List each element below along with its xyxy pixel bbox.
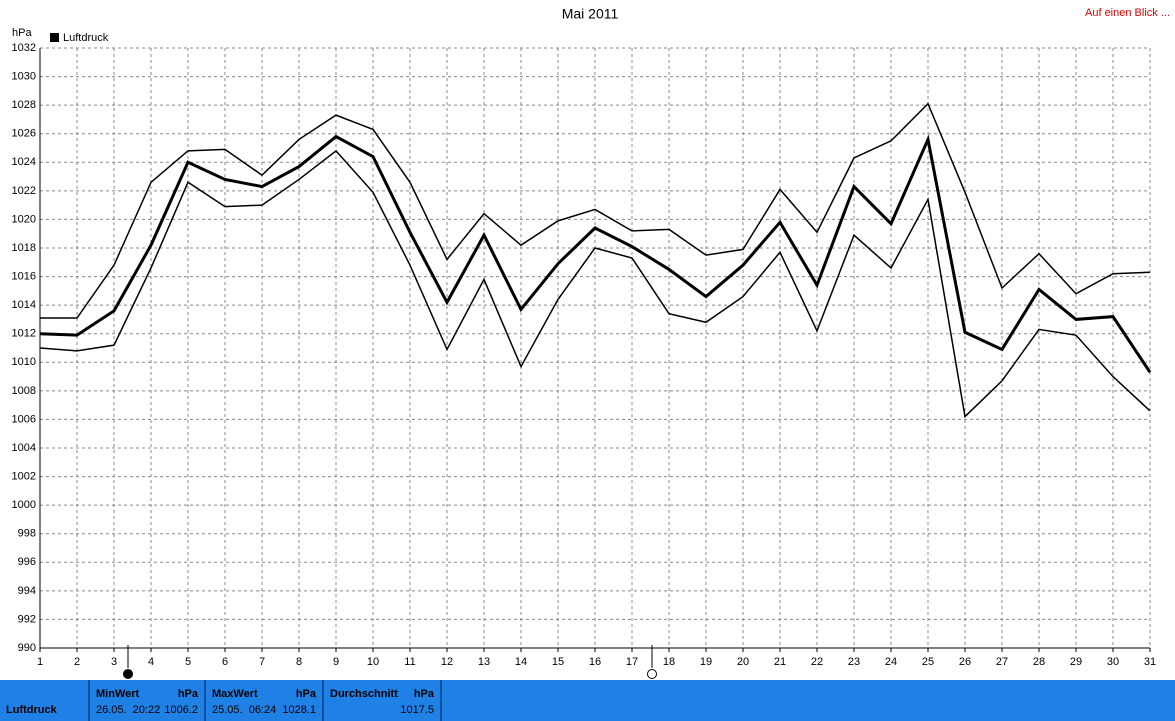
y-tick-label: 998 — [18, 528, 36, 540]
x-tick-label: 23 — [848, 656, 860, 668]
full-moon-marker — [647, 669, 657, 679]
cell-time: 25.05. 06:24 — [212, 704, 277, 716]
y-tick-label: 996 — [18, 556, 36, 568]
cell-row: 26.05. 20:22 1006.2 — [96, 704, 198, 716]
x-tick-label: 16 — [589, 656, 601, 668]
chart: Mai 2011 Auf einen Blick ... hPa Luftdru… — [12, 6, 1170, 679]
footer-cell: Luftdruck — [0, 680, 90, 721]
x-tick-label: 5 — [185, 656, 191, 668]
x-tick-label: 31 — [1144, 656, 1156, 668]
x-tick-label: 27 — [996, 656, 1008, 668]
x-tick-label: 4 — [148, 656, 154, 668]
y-tick-label: 992 — [18, 613, 36, 625]
footer-cell: MinWert hPa 26.05. 20:22 1006.2 — [90, 680, 206, 721]
series-line — [40, 102, 1151, 319]
footer-cell: Durchschnitt hPa 1017.5 — [324, 680, 442, 721]
y-tick-label: 1000 — [12, 499, 36, 511]
footer: Luftdruck MinWert hPa 26.05. 20:22 1006.2 … — [0, 680, 1175, 721]
y-tick-label: 1020 — [12, 213, 36, 225]
y-tick-label: 994 — [18, 585, 36, 597]
legend-swatch — [50, 33, 59, 42]
y-tick-label: 1016 — [12, 270, 36, 282]
y-tick-label: 1008 — [12, 385, 36, 397]
x-tick-label: 15 — [552, 656, 564, 668]
cell-value: 1017.5 — [400, 704, 434, 716]
x-tick-label: 26 — [959, 656, 971, 668]
x-tick-label: 9 — [333, 656, 339, 668]
cell-title: Durchschnitt — [330, 688, 398, 700]
y-tick-label: 1006 — [12, 413, 36, 425]
x-tick-label: 19 — [700, 656, 712, 668]
y-tick-label: 1028 — [12, 99, 36, 111]
x-tick-label: 11 — [404, 656, 415, 668]
x-tick-label: 8 — [296, 656, 302, 668]
cell-value: 1006.2 — [164, 704, 198, 716]
x-tick-label: 13 — [478, 656, 490, 668]
y-tick-label: 1024 — [12, 156, 36, 168]
new-moon-marker — [123, 669, 133, 679]
y-tick-label: 1018 — [12, 242, 36, 254]
x-tick-label: 29 — [1070, 656, 1082, 668]
cell-title: MinWert — [96, 688, 140, 700]
x-tick-label: 17 — [626, 656, 638, 668]
x-tick-label: 14 — [515, 656, 527, 668]
x-tick-label: 30 — [1107, 656, 1119, 668]
series-line — [39, 149, 1151, 419]
y-axis-unit: hPa — [12, 27, 32, 39]
y-tick-label: 1012 — [12, 328, 36, 340]
cell-title: MaxWert — [212, 688, 258, 700]
x-tick-label: 10 — [367, 656, 379, 668]
cell-time: 26.05. 20:22 — [96, 704, 161, 716]
y-tick-label: 1022 — [12, 185, 36, 197]
y-tick-label: 1032 — [12, 42, 36, 54]
series-line — [39, 134, 1152, 374]
cell-unit: hPa — [295, 688, 316, 700]
x-tick-label: 12 — [441, 656, 453, 668]
cell-value: 1028.1 — [282, 704, 316, 716]
x-tick-label: 28 — [1033, 656, 1045, 668]
y-tick-label: 1030 — [12, 70, 36, 82]
x-tick-label: 24 — [885, 656, 897, 668]
x-tick-label: 2 — [74, 656, 80, 668]
x-tick-label: 6 — [222, 656, 228, 668]
cell-header: MaxWert hPa — [212, 688, 316, 700]
cell-row: 25.05. 06:24 1028.1 — [212, 704, 316, 716]
x-tick-label: 21 — [774, 656, 786, 668]
y-tick-label: 1014 — [12, 299, 36, 311]
x-tick-label: 7 — [259, 656, 265, 668]
y-tick-label: 990 — [18, 642, 36, 654]
y-tick-label: 1002 — [12, 470, 36, 482]
x-tick-label: 20 — [737, 656, 749, 668]
x-tick-label: 22 — [811, 656, 823, 668]
x-tick-label: 18 — [663, 656, 675, 668]
chart-title: Mai 2011 — [562, 6, 619, 22]
cell-header: MinWert hPa — [96, 688, 198, 700]
cell-unit: hPa — [177, 688, 198, 700]
cell-header: Durchschnitt hPa — [330, 688, 434, 700]
footer-label: Luftdruck — [6, 704, 57, 716]
overview-link[interactable]: Auf einen Blick ... — [1085, 7, 1170, 19]
y-tick-label: 1026 — [12, 128, 36, 140]
cell-unit: hPa — [413, 688, 434, 700]
footer-cell: MaxWert hPa 25.05. 06:24 1028.1 — [206, 680, 324, 721]
x-tick-label: 25 — [922, 656, 934, 668]
y-tick-label: 1010 — [12, 356, 36, 368]
y-tick-label: 1004 — [12, 442, 36, 454]
x-tick-label: 1 — [37, 656, 43, 668]
plot-area — [39, 47, 1151, 649]
legend-label: Luftdruck — [63, 32, 109, 44]
x-tick-label: 3 — [111, 656, 117, 668]
